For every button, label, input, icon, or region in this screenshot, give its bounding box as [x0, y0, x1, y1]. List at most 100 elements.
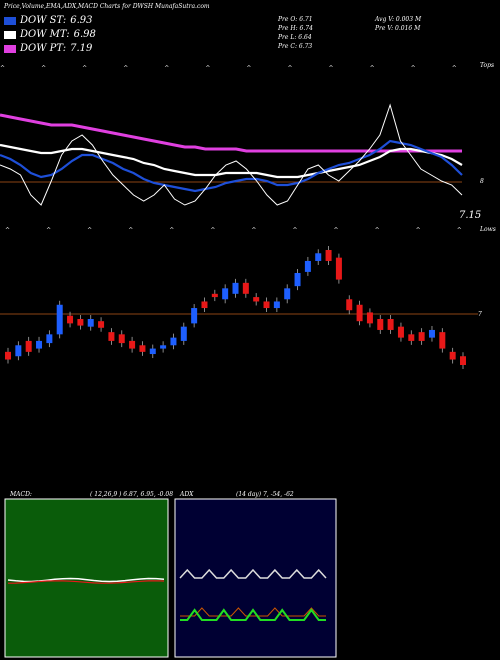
- top-marker: ^: [123, 65, 128, 72]
- candle-body: [87, 319, 94, 327]
- legend-swatch-pt: [4, 44, 16, 53]
- top-marker: ^: [329, 65, 334, 72]
- candle-body: [211, 293, 218, 298]
- candle-body: [232, 282, 239, 294]
- axis-mark-lows: Lows: [480, 226, 496, 233]
- price-ref-label: 7.15: [459, 210, 482, 221]
- avg-volume: Avg V: 0.003 M: [375, 16, 422, 23]
- candle-body: [387, 319, 394, 330]
- candle-body: [129, 340, 136, 349]
- legend-value-st: 6.93: [70, 15, 93, 26]
- candle-body: [46, 334, 53, 344]
- adx-line: [179, 568, 327, 579]
- bottom-marker: ^: [416, 227, 421, 234]
- candle-body: [160, 345, 167, 349]
- candle-body: [139, 345, 146, 352]
- macd-background: [4, 498, 169, 658]
- top-marker: ^: [82, 65, 87, 72]
- candle-body: [201, 301, 208, 309]
- top-marker: ^: [41, 65, 46, 72]
- candle-body: [284, 288, 291, 300]
- candle-body: [67, 315, 74, 324]
- candle-body: [460, 356, 466, 365]
- legend-value-mt: 6.98: [73, 29, 96, 40]
- candle-body: [304, 260, 311, 272]
- candle-ref-label: 7: [478, 311, 482, 318]
- candle-body: [98, 321, 105, 328]
- candle-body: [77, 319, 84, 326]
- bottom-marker: ^: [375, 227, 380, 234]
- candle-body: [418, 332, 425, 341]
- macd-label: MACD:: [10, 491, 32, 498]
- candle-body: [118, 334, 125, 344]
- top-marker: ^: [452, 65, 457, 72]
- legend-value-pt: 7.19: [70, 43, 93, 54]
- bottom-marker: ^: [169, 227, 174, 234]
- candle-body: [377, 319, 384, 330]
- candle-body: [449, 351, 456, 360]
- prev-close: Pre C: 6.73: [278, 43, 313, 50]
- top-marker: ^: [287, 65, 292, 72]
- bottom-marker: ^: [128, 227, 133, 234]
- candle-body: [15, 345, 22, 357]
- bottom-marker: ^: [210, 227, 215, 234]
- legend-swatch-mt: [4, 30, 16, 39]
- candle-body: [170, 337, 177, 346]
- bottom-marker: ^: [251, 227, 256, 234]
- candle-body: [191, 308, 198, 324]
- candle-body: [5, 351, 11, 360]
- top-marker: ^: [370, 65, 375, 72]
- candle-body: [180, 326, 187, 341]
- top-marker: ^: [205, 65, 210, 72]
- bottom-marker: ^: [457, 227, 462, 234]
- adx-plus-di-line: [180, 608, 326, 621]
- candle-body: [253, 297, 260, 302]
- legend-dow-st: DOW ST: 6.93: [4, 15, 92, 26]
- bottom-marker: ^: [5, 227, 10, 234]
- candle-body: [356, 304, 363, 322]
- candle-body: [273, 301, 280, 309]
- adx-label: ADX: [180, 491, 194, 498]
- top-marker: ^: [246, 65, 251, 72]
- legend-dow-pt: DOW PT: 7.19: [4, 43, 92, 54]
- candle-body: [397, 326, 404, 338]
- chart-title: Price,Volume,EMA,ADX,MACD Charts for DWS…: [4, 3, 210, 10]
- prev-volume: Pre V: 0.016 M: [375, 25, 421, 32]
- candle-body: [108, 332, 115, 341]
- candle-body: [428, 329, 435, 338]
- series-line-price: [0, 103, 463, 206]
- candle-body: [439, 332, 446, 349]
- legend-label-st: DOW ST:: [20, 15, 67, 26]
- candle-body: [242, 282, 249, 294]
- bottom-marker: ^: [334, 227, 339, 234]
- bottom-marker: ^: [87, 227, 92, 234]
- bottom-marker: ^: [292, 227, 297, 234]
- candle-body: [149, 348, 156, 355]
- axis-mark-8: 8: [480, 178, 484, 185]
- macd-values: ( 12,26,9 ) 6.87, 6.95, -0.08: [90, 491, 174, 498]
- candle-body: [366, 312, 373, 324]
- legend-swatch-st: [4, 16, 16, 25]
- series-line-dow-pt: [0, 113, 462, 153]
- top-marker: ^: [0, 65, 5, 72]
- candlestick-chart: [0, 246, 478, 369]
- candle-body: [36, 340, 43, 349]
- prev-open: Pre O: 6.71: [278, 16, 313, 23]
- prev-low: Pre L: 6.64: [278, 34, 312, 41]
- adx-minus-di-line: [180, 607, 326, 617]
- top-marker: ^: [164, 65, 169, 72]
- candle-body: [56, 304, 63, 335]
- candle-body: [315, 253, 322, 261]
- prev-high: Pre H: 6.74: [278, 25, 313, 32]
- price-ema-chart: ^ ^ ^ ^ ^ ^ ^ ^ ^ ^ ^ ^ ^ ^ ^ ^ ^ ^ ^ ^ ^ ^ ^ ^: [0, 65, 463, 234]
- candle-body: [335, 257, 342, 280]
- series-line-dow-st: [0, 139, 463, 193]
- candle-body: [222, 288, 229, 300]
- adx-values: (14 day) 7, -54, -62: [236, 491, 294, 498]
- series-line-dow-mt: [0, 143, 463, 179]
- top-marker: ^: [411, 65, 416, 72]
- legend-label-mt: DOW MT:: [20, 29, 70, 40]
- candle-body: [294, 273, 301, 287]
